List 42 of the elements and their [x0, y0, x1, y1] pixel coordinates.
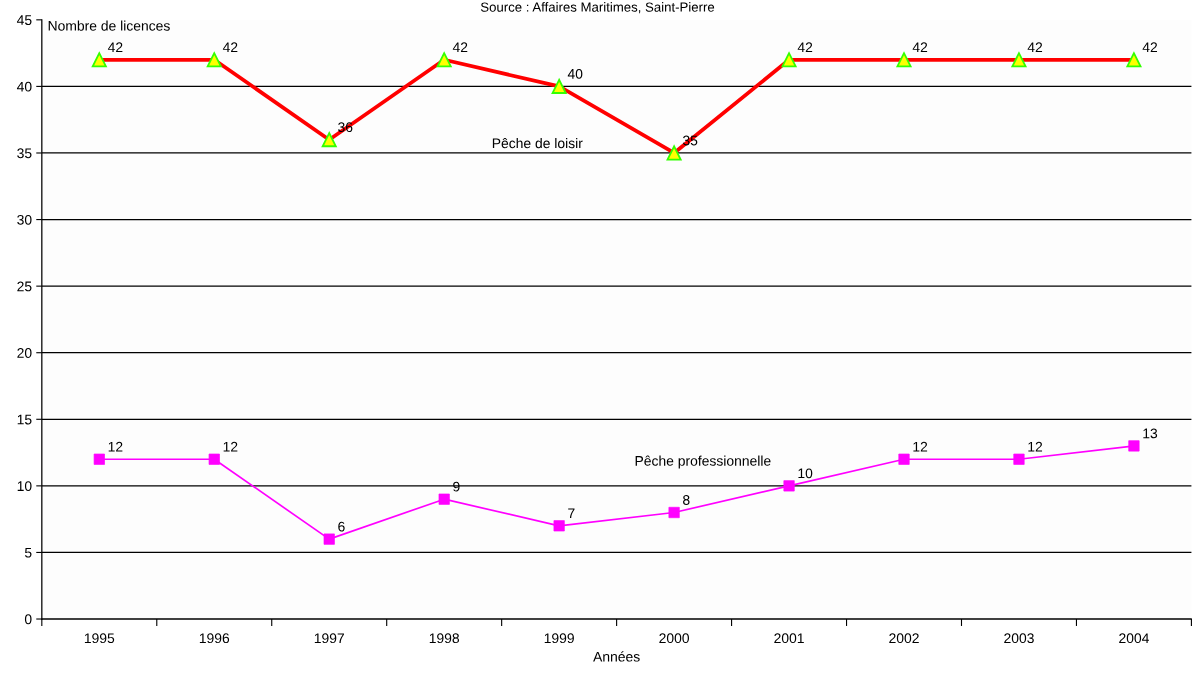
y-tick-label: 35: [17, 148, 32, 159]
x-tick-label: 1998: [429, 633, 460, 644]
y-tick-label: 10: [17, 481, 32, 492]
source-note: Source : Affaires Maritimes, Saint-Pierre: [480, 2, 715, 14]
x-tick-label: 2000: [659, 633, 690, 644]
y-tick-label: 5: [24, 547, 32, 558]
data-label: 12: [1028, 441, 1043, 452]
data-label: 6: [338, 521, 345, 532]
y-tick-label: 45: [16, 15, 32, 26]
data-label: 42: [797, 42, 813, 53]
data-label: 12: [108, 441, 123, 452]
y-tick-label: 0: [24, 614, 32, 625]
data-label: 10: [798, 468, 813, 479]
y-tick-label: 40: [16, 81, 32, 92]
y-tick-label: 25: [17, 281, 32, 292]
data-label: 12: [223, 441, 238, 452]
data-label: 12: [913, 441, 928, 452]
x-tick-label: 2001: [774, 633, 804, 644]
x-tick-label: 1999: [544, 633, 574, 644]
y-tick-label: 20: [17, 348, 32, 358]
data-label: 8: [683, 495, 690, 505]
x-tick-label: 1995: [84, 633, 115, 644]
x-axis-title: Années: [593, 651, 640, 662]
y-tick-label: 30: [17, 214, 32, 225]
y-axis-title: Nombre de licences: [48, 20, 170, 31]
x-tick-label: 1996: [199, 633, 230, 644]
text: Pêche de loisir: [492, 137, 583, 149]
data-label: 7: [568, 508, 575, 519]
x-tick-label: 2004: [1119, 633, 1149, 644]
x-tick-label: 1997: [314, 633, 344, 644]
data-label: 40: [567, 68, 583, 79]
series-label: Pêche professionnelle: [635, 455, 771, 469]
y-tick-label: 15: [17, 414, 32, 425]
data-label: 42: [452, 42, 468, 53]
x-tick-label: 2003: [1004, 633, 1034, 644]
data-label: 42: [912, 42, 928, 53]
x-tick-label: 2002: [889, 633, 919, 644]
data-label: 42: [1027, 42, 1043, 53]
data-label: 13: [1143, 428, 1158, 439]
data-label: 42: [107, 42, 123, 53]
data-label: 42: [222, 42, 238, 53]
data-label: 42: [1142, 42, 1158, 53]
